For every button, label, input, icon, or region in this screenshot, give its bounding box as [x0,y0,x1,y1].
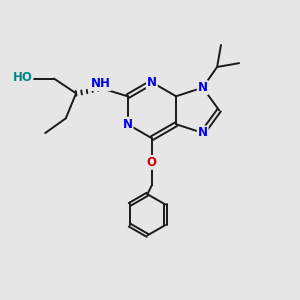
Text: N: N [147,76,157,89]
Text: NH: NH [91,77,110,90]
Text: N: N [123,118,133,131]
Text: N: N [198,81,208,94]
Text: N: N [198,126,208,140]
Text: O: O [147,156,157,169]
Text: HO: HO [13,70,32,84]
